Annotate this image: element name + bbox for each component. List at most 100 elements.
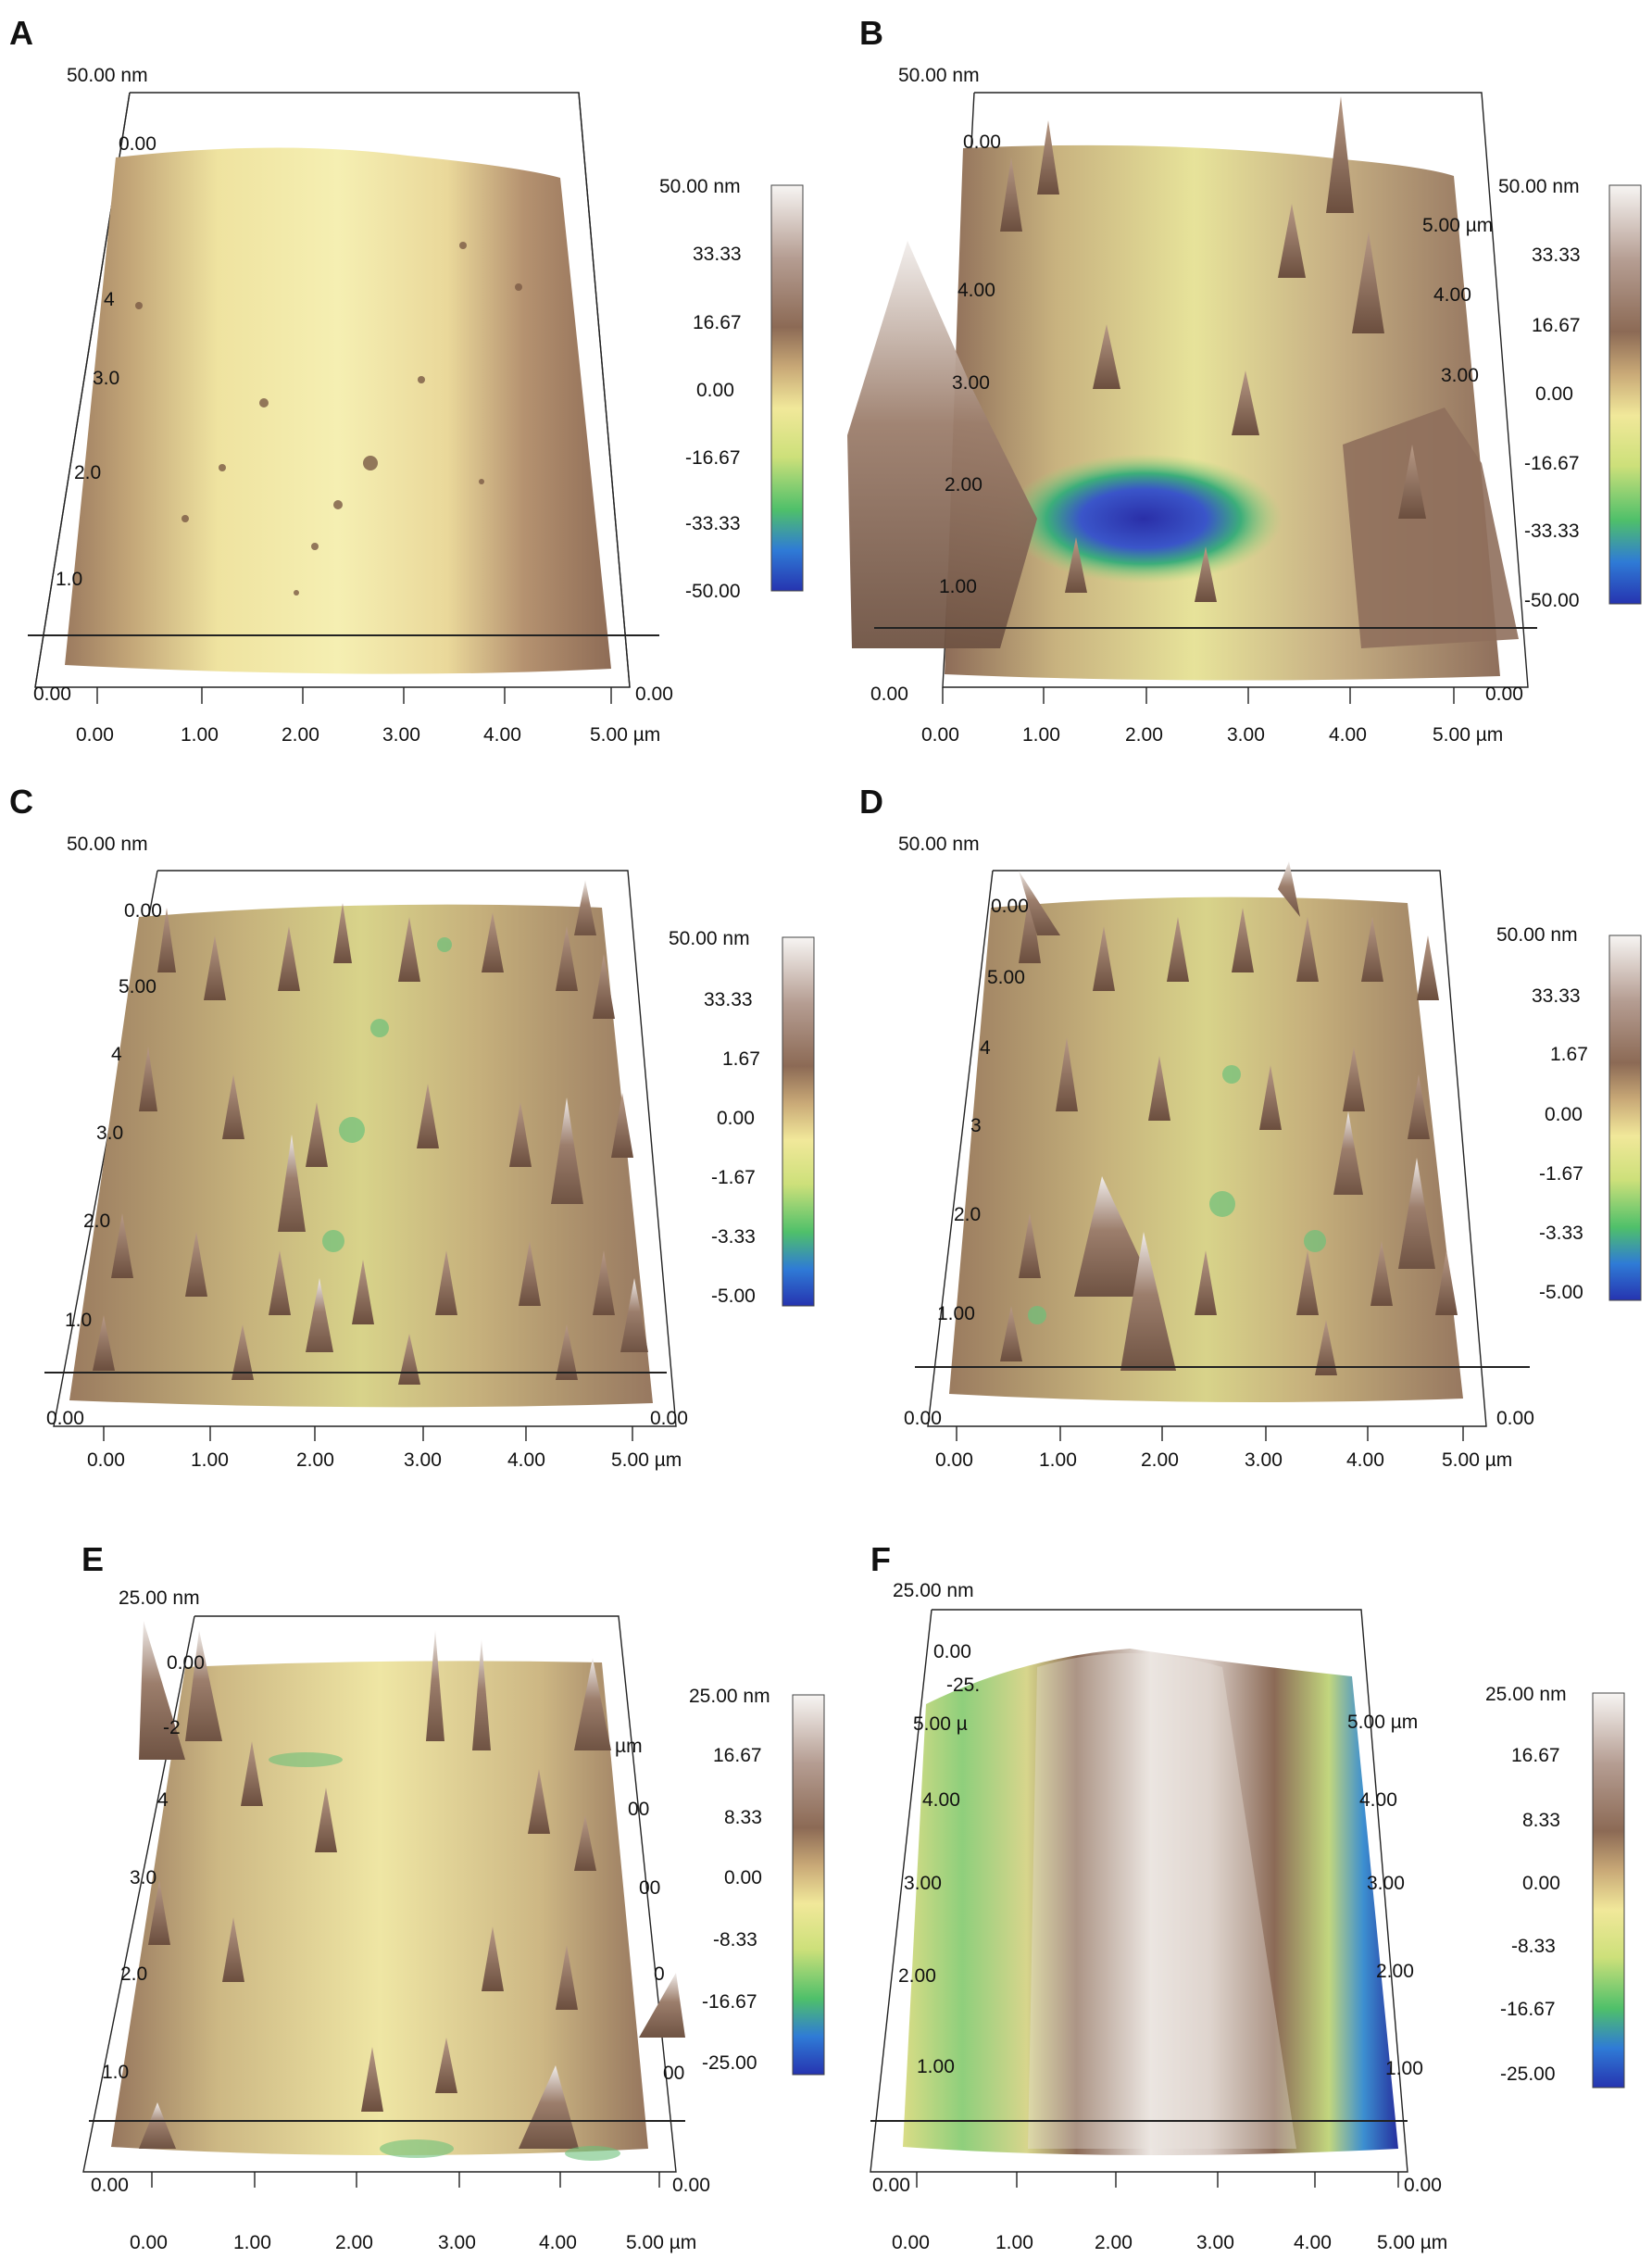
colorbar-tick: -5.00 [1539,1282,1583,1303]
z-tick: 3.0 [96,1123,123,1144]
x-tick: 4.00 [1294,2232,1332,2253]
colorbar-tick: 50.00 nm [659,176,741,197]
x-tick: 0.00 [892,2232,930,2253]
panel-letter: B [859,14,883,52]
x-tick: 0.00 [935,1449,973,1471]
x-axis: 0.00 1.00 2.00 3.00 4.00 5.00 µm 0.00 0.… [46,1408,688,1471]
y-corner-left: 0.00 [33,684,71,705]
z-tick: -25. [946,1675,980,1696]
z-tick: 0.00 [963,132,1001,153]
z-tick: 3.0 [93,368,119,389]
panel-letter: A [9,14,33,52]
y-corner-left: 0.00 [872,2175,910,2196]
z-tick: 4.00 [922,1789,960,1811]
x-tick: 3.00 [1196,2232,1234,2253]
x-axis: 0.00 1.00 2.00 3.00 4.00 5.00 µm 0.00 0.… [33,684,673,746]
y-corner-right: 0.00 [1496,1408,1534,1429]
colorbar-tick: 50.00 nm [1496,924,1578,946]
right-tick: 4.00 [1359,1789,1397,1811]
colorbar-tick: -50.00 [1524,590,1580,611]
z-tick: 3.00 [952,372,990,394]
colorbar-tick: 16.67 [1532,315,1581,336]
colorbar-tick: 33.33 [1532,245,1581,266]
colorbar-tick: -50.00 [685,581,741,602]
z-tick: 2.00 [898,1965,936,1987]
z-tick: 3.0 [130,1867,156,1888]
colorbar-tick: 1.67 [722,1048,760,1070]
x-tick: 4.00 [1329,724,1367,746]
colorbar-tick: -25.00 [702,2052,757,2074]
colorbar-tick: 0.00 [696,380,734,401]
right-tick: 00 [663,2063,684,2084]
colorbar-tick: -5.00 [711,1286,756,1307]
colorbar-tick: -33.33 [1524,521,1580,542]
z-tick: 5.00 [119,976,156,997]
z-tick: 0.00 [167,1652,205,1674]
colorbar-tick: 16.67 [693,312,742,333]
pit-marks [135,242,522,596]
z-tick: 0.00 [933,1641,971,1662]
panel-d: D 50.00 nm [859,783,1642,1471]
x-tick: 4.00 [1346,1449,1384,1471]
x-tick: 3.00 [1245,1449,1283,1471]
colorbar-tick: -1.67 [1539,1163,1583,1185]
x-tick: 1.00 [191,1449,229,1471]
x-tick: 0.00 [87,1449,125,1471]
x-tick: 1.00 [995,2232,1033,2253]
colorbar-tick: 0.00 [724,1867,762,1888]
y-corner-right: 0.00 [672,2175,710,2196]
z-tick: 2.0 [74,462,101,483]
y-corner-left: 0.00 [91,2175,129,2196]
spikes [1000,96,1426,602]
z-tick: 2.0 [83,1211,110,1232]
x-tick: 0.00 [76,724,114,746]
x-tick: 5.00 µm [1442,1449,1512,1471]
panel-a: A 50.00 nm 0.00 1.0 2.0 3.0 4 0.00 [9,14,804,746]
x-tick: 5.00 µm [611,1449,682,1471]
surface [949,897,1463,1402]
x-tick: 0.00 [921,724,959,746]
colorbar: 25.00 nm 16.67 8.33 0.00 -8.33 -16.67 -2… [1485,1684,1625,2089]
colorbar: 50.00 nm 33.33 1.67 0.00 -1.67 -3.33 -5.… [1496,924,1642,1303]
z-tick: 0.00 [124,900,162,922]
y-corner-left: 0.00 [870,684,908,705]
z-max-label: 25.00 nm [119,1587,200,1609]
x-tick: 0.00 [130,2232,168,2253]
z-tick: 1.00 [917,2056,955,2077]
panel-f: F 25.00 nm 0.00 1.00 2.00 3.00 4.00 5.00… [870,1540,1625,2253]
colorbar-tick: 0.00 [717,1108,755,1129]
colorbar-tick: 50.00 nm [1498,176,1580,197]
colorbar-tick: 1.67 [1550,1044,1588,1065]
colorbar-tick: -8.33 [1511,1936,1556,1957]
pit [1005,454,1283,583]
x-tick: 5.00 µm [590,724,660,746]
right-tick: 00 [628,1799,649,1820]
x-tick: 1.00 [233,2232,271,2253]
spikes [1000,861,1458,1375]
colorbar-tick: 0.00 [1535,383,1573,405]
colorbar-tick: 16.67 [713,1745,762,1766]
z-max-label: 50.00 nm [898,834,980,855]
x-tick: 4.00 [539,2232,577,2253]
z-tick: 4 [157,1789,169,1811]
colorbar-tick: 33.33 [693,244,742,265]
z-tick: 2.00 [945,474,982,496]
colorbar-tick: -3.33 [1539,1223,1583,1244]
x-axis: 0.00 1.00 2.00 3.00 4.00 5.00 µm 0.00 0.… [904,1408,1534,1471]
panel-letter: F [870,1540,891,1578]
colorbar-tick: 33.33 [704,989,753,1010]
z-tick: 1.0 [102,2062,129,2083]
colorbar-tick: 33.33 [1532,985,1581,1007]
right-tick: 1.00 [1385,2058,1423,2079]
right-tick: 5.00 µm [1422,215,1493,236]
x-tick: 2.00 [296,1449,334,1471]
z-tick: -2 [163,1717,181,1738]
z-tick: 1.00 [937,1303,975,1324]
colorbar-tick: 16.67 [1511,1745,1560,1766]
panel-b: B 50.00 nm 0.00 1.00 2.00 3.00 4.00 5.00… [847,14,1642,746]
colorbar-tick: -1.67 [711,1167,756,1188]
colorbar-tick: -16.67 [702,1991,757,2013]
colorbar-tick: -16.67 [1500,1999,1556,2020]
x-tick: 2.00 [1125,724,1163,746]
